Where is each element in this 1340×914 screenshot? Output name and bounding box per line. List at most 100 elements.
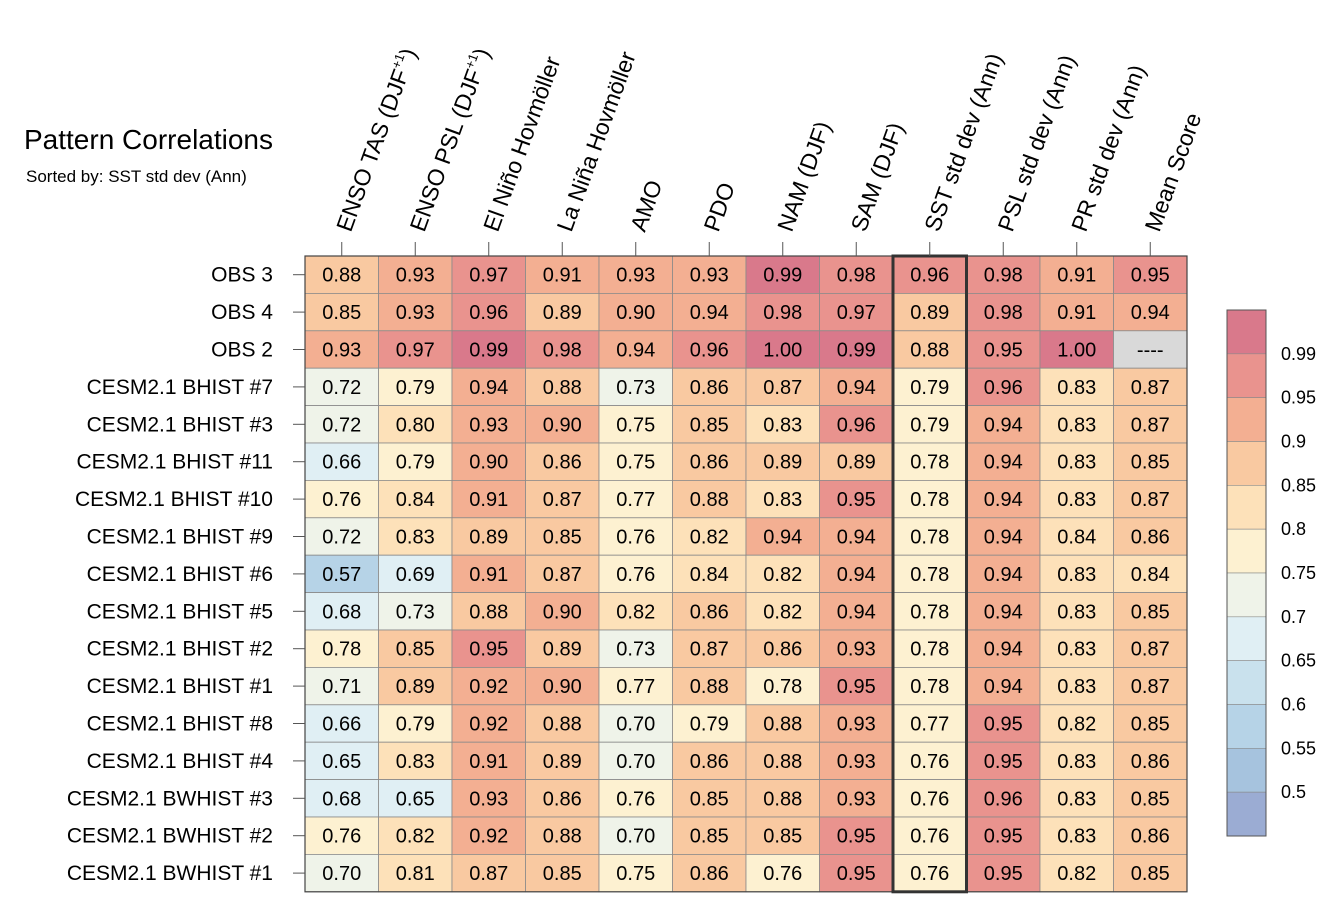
cell-value: 0.95 (837, 489, 876, 511)
cell-value: 0.73 (396, 601, 435, 623)
cell-value: 0.96 (690, 340, 729, 362)
cell-value: 0.97 (469, 265, 508, 287)
cell-value: 0.97 (837, 302, 876, 324)
chart-subtitle: Sorted by: SST std dev (Ann) (26, 167, 247, 186)
cell-value: 0.85 (322, 302, 361, 324)
cell-value: 0.94 (984, 489, 1023, 511)
colorbar-tick-label: 0.95 (1281, 388, 1316, 408)
heatmap-cell (304, 592, 379, 631)
cell-value: 0.82 (1057, 863, 1096, 885)
cell-value: 0.93 (837, 639, 876, 661)
cell-value: 0.88 (763, 714, 802, 736)
cell-value: 0.88 (763, 751, 802, 773)
heatmap-cell (525, 479, 600, 519)
cell-value: 0.98 (543, 340, 582, 362)
cell-value: 0.84 (1131, 564, 1170, 586)
cell-value: 0.88 (910, 340, 949, 362)
cell-value: 0.81 (396, 863, 435, 885)
cell-value: 0.92 (469, 714, 508, 736)
cell-value: 0.83 (763, 414, 802, 436)
cell-value: 0.93 (690, 265, 729, 287)
row-label: CESM2.1 BHIST #6 (87, 563, 273, 586)
cell-value: 0.94 (984, 676, 1023, 698)
heatmap-cell (1113, 292, 1188, 332)
cell-value: 0.85 (1131, 601, 1170, 623)
colorbar-tick-label: 0.6 (1281, 695, 1306, 715)
cell-value: 0.94 (984, 564, 1023, 586)
heatmap-cell (1039, 704, 1114, 743)
heatmap-cell (966, 367, 1041, 407)
cell-value: 0.79 (690, 714, 729, 736)
cell-value: 0.92 (469, 826, 508, 848)
row-label: CESM2.1 BHIST #8 (87, 713, 273, 736)
cell-value: 0.98 (837, 265, 876, 287)
heatmap-cell (525, 330, 600, 369)
cell-value: 0.93 (469, 788, 508, 810)
cell-value: 0.76 (616, 788, 655, 810)
cell-value: 0.85 (1131, 863, 1170, 885)
heatmap-cell (819, 330, 894, 369)
cell-value: 0.87 (1131, 377, 1170, 399)
cell-value: 0.91 (469, 489, 508, 511)
cell-value: 0.86 (690, 377, 729, 399)
cell-value: 0.94 (984, 601, 1023, 623)
cell-value: 0.82 (763, 564, 802, 586)
heatmap-cell (672, 779, 747, 818)
heatmap-cell (451, 741, 526, 781)
heatmap-cell (672, 292, 747, 332)
heatmap-cell (892, 330, 967, 369)
cell-value: 0.78 (910, 489, 949, 511)
colorbar-segment (1226, 791, 1267, 837)
heatmap-cell (672, 741, 747, 781)
heatmap-cell (672, 629, 747, 668)
cell-value: 0.82 (616, 601, 655, 623)
cell-value: ---- (1137, 340, 1164, 362)
cell-value: 0.79 (396, 714, 435, 736)
cell-value: 0.78 (910, 601, 949, 623)
heatmap-cell (525, 405, 600, 444)
cell-value: 0.71 (322, 676, 361, 698)
cell-value: 1.00 (763, 340, 802, 362)
heatmap-cell (1039, 741, 1114, 781)
cell-value: 0.80 (396, 414, 435, 436)
row-label: OBS 2 (211, 339, 273, 362)
heatmap-cell (819, 442, 894, 481)
heatmap-cell (819, 779, 894, 818)
heatmap-cell (378, 592, 453, 631)
cell-value: 0.89 (469, 527, 508, 549)
heatmap-cell (892, 629, 967, 668)
heatmap-cell (672, 554, 747, 594)
cell-value: 0.83 (1057, 564, 1096, 586)
cell-value: 0.76 (910, 826, 949, 848)
cell-value: 0.94 (984, 639, 1023, 661)
cell-value: 0.88 (543, 377, 582, 399)
cell-value: 0.57 (322, 564, 361, 586)
cell-value: 1.00 (1057, 340, 1096, 362)
cell-value: 0.78 (910, 452, 949, 474)
heatmap-cell (304, 442, 379, 481)
cell-value: 0.88 (763, 788, 802, 810)
heatmap-cell (1113, 667, 1188, 706)
heatmap-cell (892, 442, 967, 481)
row-label: CESM2.1 BHIST #5 (87, 600, 273, 623)
row-label: CESM2.1 BHIST #3 (87, 413, 273, 436)
cell-value: 0.85 (690, 826, 729, 848)
cell-value: 0.95 (984, 863, 1023, 885)
cell-value: 0.85 (1131, 452, 1170, 474)
heatmap-cell (819, 554, 894, 594)
cell-value: 0.84 (1057, 527, 1096, 549)
cell-value: 0.82 (396, 826, 435, 848)
column-label: SST std dev (Ann) (919, 50, 1008, 235)
heatmap-cell (966, 405, 1041, 444)
heatmap-cell (1039, 405, 1114, 444)
cell-value: 0.89 (910, 302, 949, 324)
cell-value: 0.87 (543, 564, 582, 586)
heatmap-cell (1039, 255, 1114, 294)
cell-value: 0.91 (1057, 265, 1096, 287)
heatmap-cell (892, 741, 967, 781)
cell-value: 0.98 (984, 302, 1023, 324)
cell-value: 0.88 (690, 676, 729, 698)
cell-value: 0.94 (763, 527, 802, 549)
cell-value: 0.91 (1057, 302, 1096, 324)
heatmap-cell (819, 592, 894, 631)
